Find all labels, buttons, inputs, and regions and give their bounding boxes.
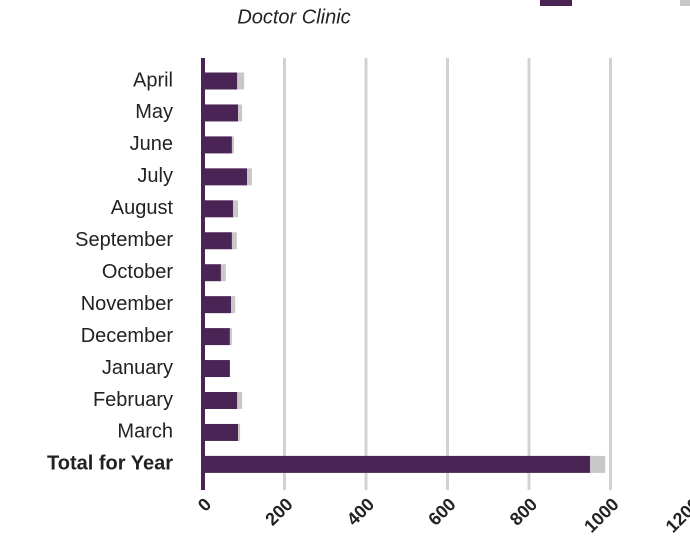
bar <box>203 104 239 122</box>
bar <box>237 392 243 409</box>
x-tick-label: 200 <box>261 494 296 529</box>
bar <box>231 232 237 250</box>
bar <box>238 423 241 441</box>
bar <box>203 392 238 409</box>
x-tick-label: 1000 <box>580 494 622 536</box>
y-tick-label: September <box>75 229 173 251</box>
y-tick-label: May <box>135 101 173 123</box>
y-tick-label: December <box>81 325 174 347</box>
x-tick-label: 0 <box>194 494 215 515</box>
y-tick-label: April <box>133 69 173 91</box>
y-tick-label: August <box>111 197 174 219</box>
y-tick-label: October <box>102 261 173 283</box>
legend-swatch <box>540 0 572 6</box>
bar <box>233 200 239 218</box>
x-tick-label: 400 <box>343 494 378 529</box>
bar <box>590 455 606 473</box>
bar <box>247 168 252 186</box>
y-tick-label: July <box>137 165 173 187</box>
bar <box>203 455 591 473</box>
bar <box>203 72 238 90</box>
bar <box>203 136 232 154</box>
bar <box>203 296 232 314</box>
chart-subtitle: Doctor Clinic <box>237 6 350 28</box>
bar <box>220 264 226 282</box>
bar <box>237 72 245 90</box>
y-tick-label: Total for Year <box>47 453 173 475</box>
bar <box>231 136 234 154</box>
x-tick-label: 1200 <box>662 494 690 536</box>
x-tick-label: 800 <box>506 494 541 529</box>
bar <box>231 296 236 314</box>
y-tick-label: June <box>130 133 173 155</box>
bar <box>203 328 230 346</box>
y-tick-label: November <box>81 293 174 315</box>
bar <box>229 328 232 346</box>
y-tick-label: January <box>102 357 173 379</box>
bar <box>238 104 243 122</box>
bar <box>203 360 230 378</box>
bar <box>203 423 239 441</box>
x-tick-label: 600 <box>424 494 459 529</box>
y-tick-label: February <box>93 389 173 411</box>
legend-swatch <box>680 0 690 6</box>
bar <box>203 264 221 282</box>
y-tick-label: March <box>117 421 173 443</box>
bar <box>203 232 232 250</box>
bar <box>203 168 248 186</box>
bar <box>203 200 234 218</box>
